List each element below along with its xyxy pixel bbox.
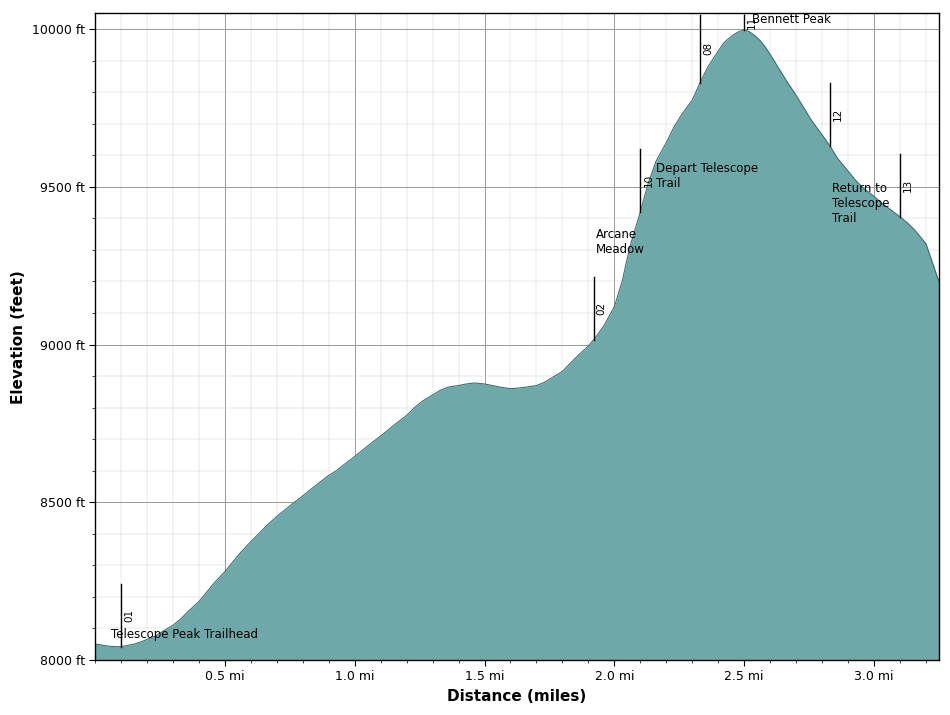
Text: 02: 02 (597, 302, 607, 315)
Y-axis label: Elevation (feet): Elevation (feet) (11, 270, 26, 403)
Text: 11: 11 (748, 16, 757, 29)
Text: Telescope Peak Trailhead: Telescope Peak Trailhead (110, 628, 257, 641)
Text: 13: 13 (903, 179, 913, 192)
Text: Depart Telescope
Trail: Depart Telescope Trail (656, 162, 758, 190)
Text: Arcane
Meadow: Arcane Meadow (597, 228, 645, 256)
Text: 08: 08 (703, 42, 713, 55)
Text: 01: 01 (124, 608, 134, 622)
X-axis label: Distance (miles): Distance (miles) (447, 689, 586, 704)
Text: Bennett Peak: Bennett Peak (752, 13, 831, 26)
Text: 12: 12 (833, 108, 843, 121)
Text: 10: 10 (643, 174, 654, 187)
Text: Return to
Telescope
Trail: Return to Telescope Trail (832, 182, 890, 225)
